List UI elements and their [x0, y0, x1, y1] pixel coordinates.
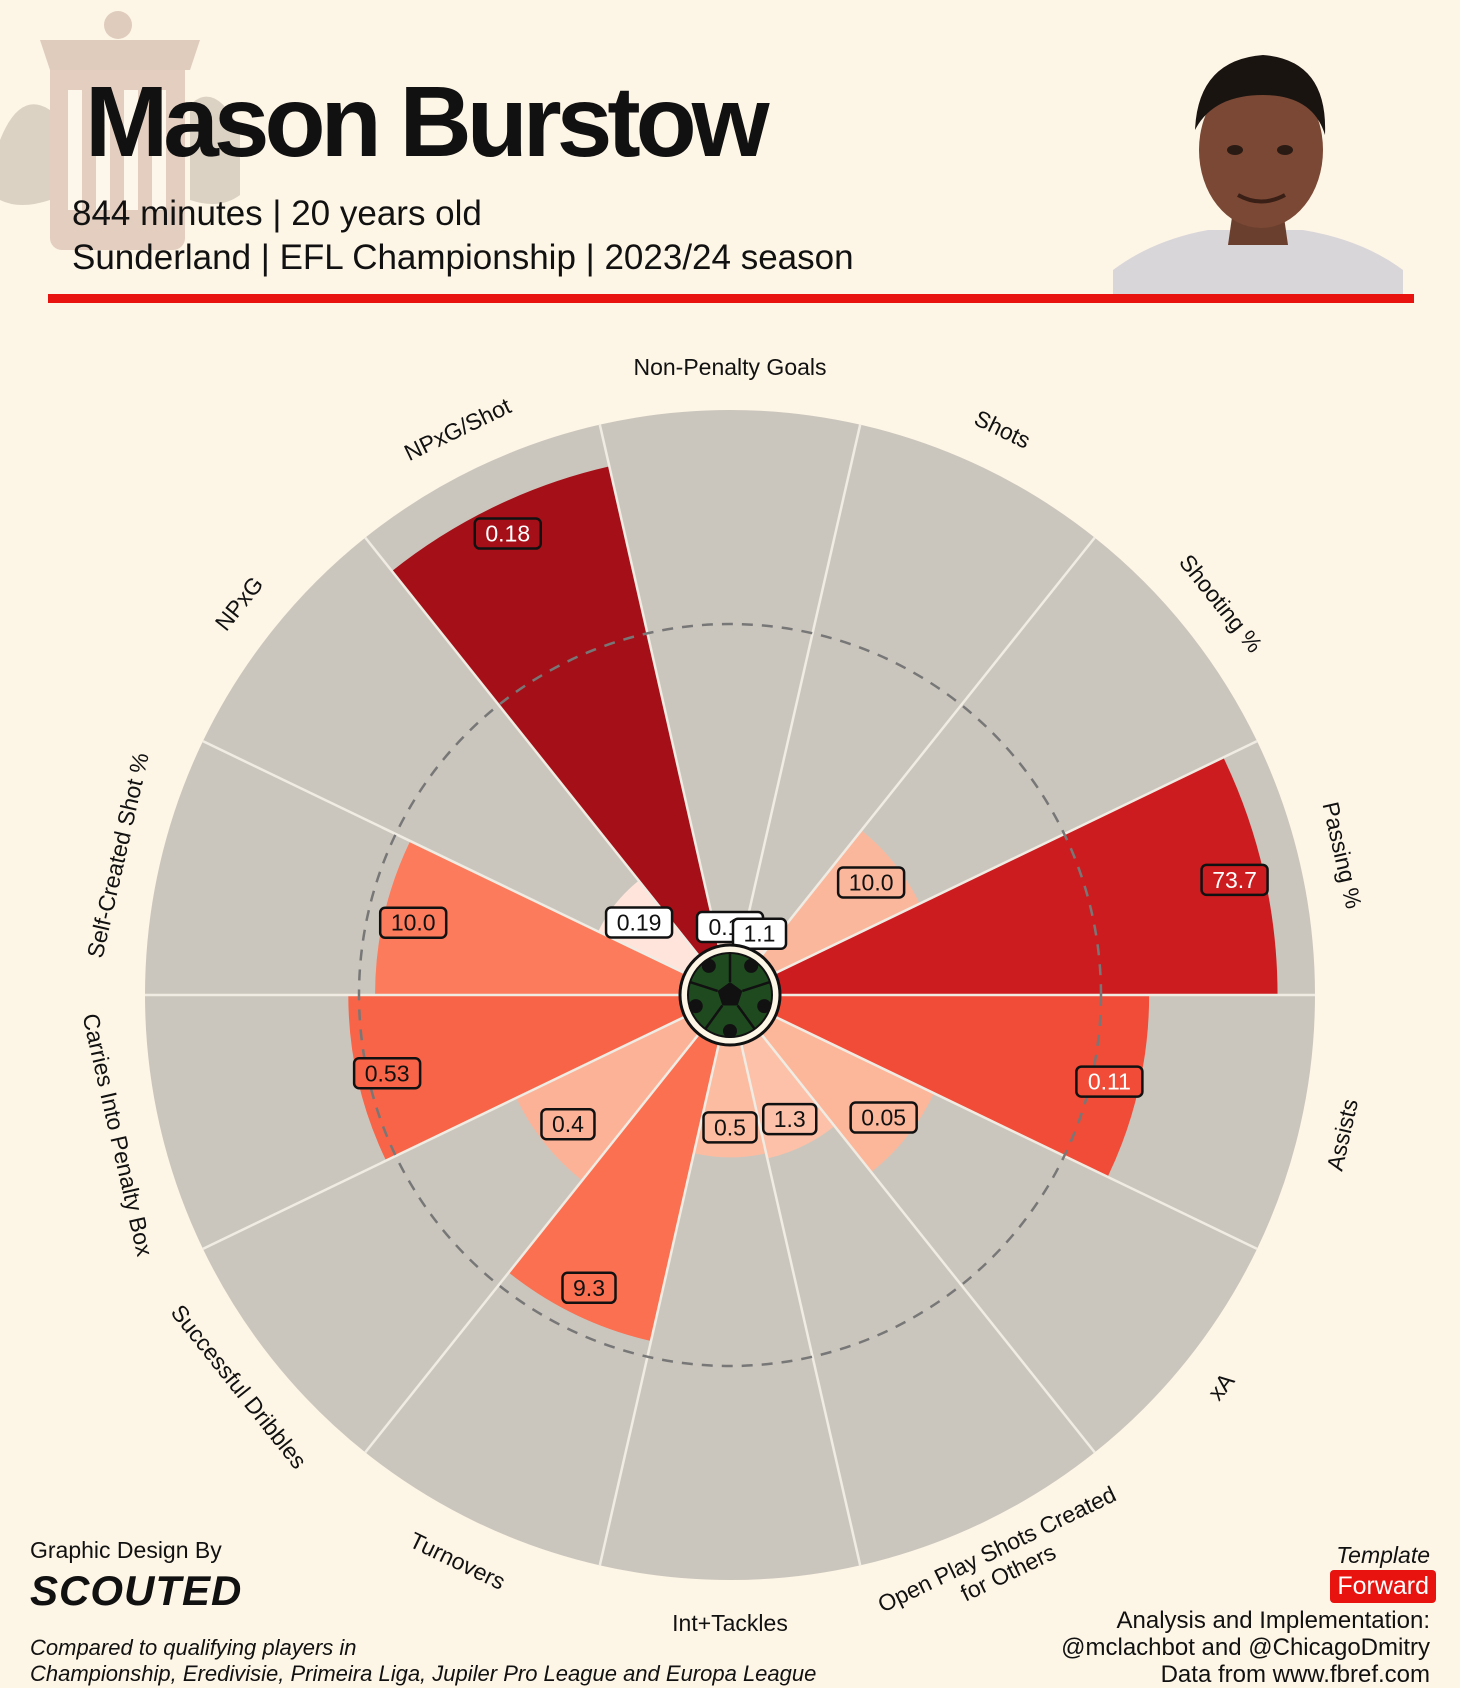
- value-label-text: 0.11: [1088, 1069, 1131, 1095]
- value-label: 1.1: [731, 917, 788, 950]
- value-label: 0.19: [604, 906, 674, 939]
- slice-separator: [760, 536, 1096, 957]
- slice-separator: [598, 1043, 721, 1566]
- value-label-box: [378, 906, 448, 939]
- value-label-text: 1.3: [774, 1106, 806, 1132]
- club-crest-logo: [0, 11, 240, 250]
- template-label: Template: [1336, 1542, 1430, 1568]
- player-name: Mason Burstow: [85, 66, 769, 178]
- slice-separator: [739, 1043, 862, 1566]
- value-label: 9.3: [561, 1271, 617, 1305]
- category-label: Non-Penalty Goals: [633, 354, 826, 380]
- comparison-note-line-2: Championship, Eredivisie, Primeira Liga,…: [30, 1661, 817, 1686]
- slice-separator: [364, 1033, 700, 1454]
- value-label-box: [561, 1271, 617, 1305]
- value-label: 0.4: [540, 1107, 596, 1141]
- value-label-box: [604, 906, 674, 939]
- value-label: 0.11: [1075, 1065, 1144, 1098]
- value-label-text: 0.18: [485, 521, 530, 547]
- value-label-box: [473, 517, 543, 550]
- category-label: Self-Created Shot %: [82, 750, 154, 960]
- data-source: Data from www.fbref.com: [1160, 1661, 1430, 1688]
- value-label-box: [540, 1107, 596, 1141]
- scouted-logo: SCOUTED: [30, 1567, 243, 1614]
- value-label-box: [1075, 1065, 1144, 1098]
- slice-background: [599, 410, 861, 947]
- slice-separator: [364, 536, 700, 957]
- value-label-box: [761, 1102, 818, 1136]
- percentile-bar: [775, 995, 1150, 1177]
- design-credit-label: Graphic Design By: [30, 1537, 222, 1563]
- value-label-text: 10.0: [391, 910, 436, 936]
- value-label: 10.0: [378, 906, 448, 939]
- value-label-box: [731, 917, 788, 950]
- category-label: Passing %: [1317, 799, 1367, 911]
- percentile-bar: [761, 830, 920, 974]
- value-label-text: 0.19: [617, 909, 662, 935]
- value-label-box: [836, 866, 906, 899]
- template-badge: Forward: [1330, 1570, 1436, 1603]
- player-club-league-season: Sunderland | EFL Championship | 2023/24 …: [72, 238, 854, 277]
- category-label: Carries Into Penalty Box: [77, 1011, 158, 1259]
- value-label: 73.7: [1200, 863, 1269, 897]
- slice-separator: [739, 424, 862, 947]
- value-label: 0.05: [849, 1101, 918, 1134]
- value-label-box: [1200, 863, 1269, 897]
- comparison-note-line-1: Compared to qualifying players in: [30, 1635, 357, 1660]
- value-label-text: 10.0: [849, 869, 894, 895]
- category-label: Int+Tackles: [672, 1610, 788, 1636]
- slice-separator: [202, 1015, 686, 1250]
- value-label-text: 0.4: [552, 1111, 584, 1137]
- slice-background: [741, 1034, 1095, 1566]
- slice-separator: [202, 740, 686, 975]
- value-label-text: 1.1: [744, 921, 776, 947]
- reference-ring: [357, 622, 1103, 1368]
- value-label: 1.3: [761, 1102, 818, 1136]
- value-label: 10.0: [836, 866, 906, 899]
- value-label-box: [352, 1057, 422, 1090]
- analysis-credit-line-1: Analysis and Implementation:: [1116, 1607, 1431, 1634]
- analysis-credit-line-2: @mclachbot and @ChicagoDmitry: [1061, 1634, 1430, 1661]
- category-label: NPxG: [210, 571, 269, 635]
- value-label-text: 9.3: [573, 1275, 605, 1301]
- header-divider: [48, 294, 1414, 303]
- slice-background: [202, 537, 699, 974]
- slice-background: [599, 1043, 861, 1581]
- value-label-text: 0.05: [861, 1105, 906, 1131]
- player-minutes-age: 844 minutes | 20 years old: [72, 194, 482, 233]
- percentile-bar: [775, 757, 1278, 995]
- category-label: Assists: [1321, 1096, 1363, 1173]
- category-label: xA: [1202, 1367, 1239, 1405]
- value-label: 0.5: [702, 1111, 758, 1144]
- football-icon: [678, 943, 782, 1047]
- player-photo: [1113, 55, 1403, 294]
- value-label-box: [702, 1111, 758, 1144]
- slice-separator: [774, 740, 1258, 975]
- slice-separator: [760, 1033, 1096, 1454]
- category-label: Shots: [970, 405, 1034, 454]
- slice-separator: [598, 424, 721, 947]
- percentile-bar: [508, 1034, 719, 1342]
- value-label-text: 73.7: [1212, 867, 1257, 893]
- slice-separator: [774, 1015, 1258, 1250]
- value-label-box: [849, 1101, 918, 1134]
- value-label-text: 0.5: [714, 1114, 746, 1140]
- value-label: 0.53: [352, 1057, 422, 1090]
- percentile-bar: [348, 995, 685, 1161]
- value-label: 0.18: [473, 517, 543, 550]
- percentile-bar: [375, 840, 685, 995]
- value-label-text: 0.53: [365, 1060, 410, 1086]
- category-label: NPxG/Shot: [400, 392, 515, 466]
- slice-background: [741, 424, 1095, 956]
- category-label: Turnovers: [406, 1527, 510, 1595]
